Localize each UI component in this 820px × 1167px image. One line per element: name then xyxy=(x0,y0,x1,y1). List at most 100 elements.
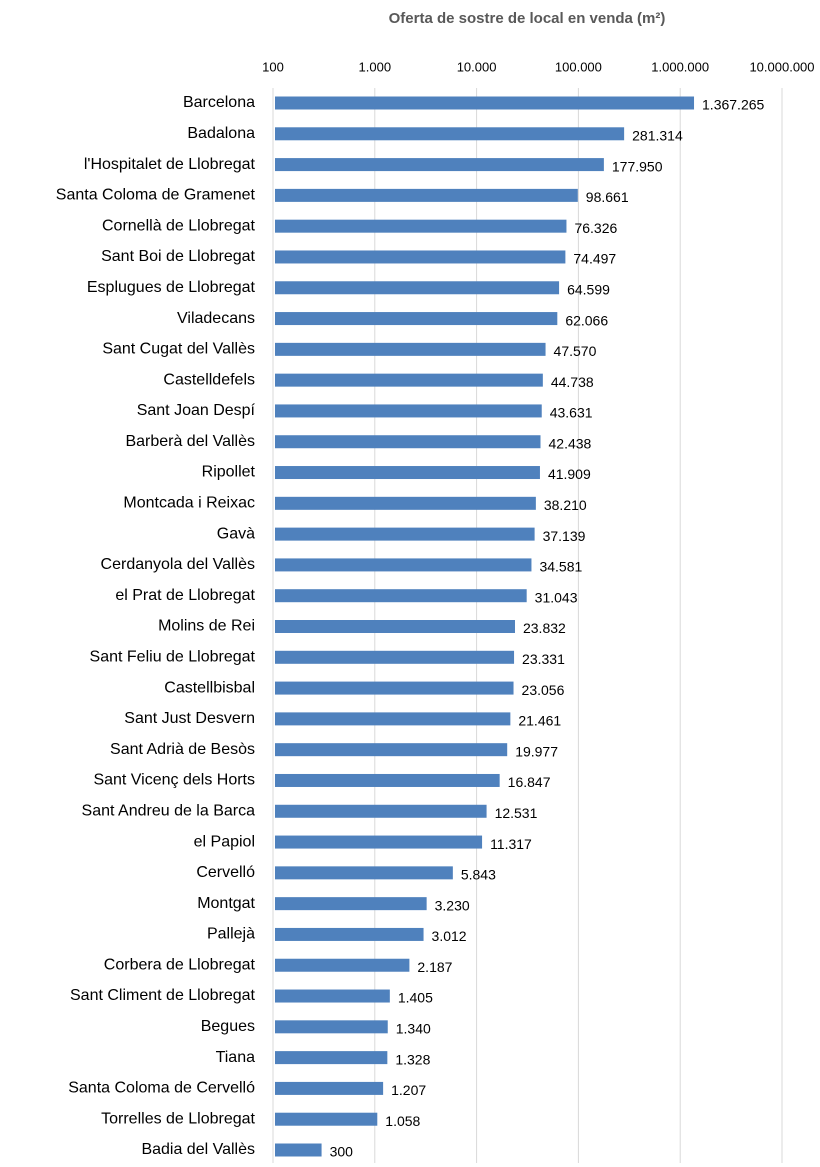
y-tick-label: Torrelles de Llobregat xyxy=(101,1110,255,1127)
bar xyxy=(275,404,542,418)
data-label: 74.497 xyxy=(573,251,616,267)
data-label: 47.570 xyxy=(554,343,597,359)
bar xyxy=(275,466,540,480)
y-tick-label: Barberà del Vallès xyxy=(125,433,255,450)
data-label: 34.581 xyxy=(539,559,582,575)
data-label: 41.909 xyxy=(548,466,591,482)
bar xyxy=(275,558,532,572)
bar xyxy=(275,927,424,941)
bar xyxy=(275,342,546,356)
y-tick-label: Santa Coloma de Gramenet xyxy=(56,187,256,204)
bar xyxy=(275,188,578,202)
x-tick-label: 10.000 xyxy=(457,59,497,74)
bar xyxy=(275,989,390,1003)
bar xyxy=(275,804,487,818)
data-label: 300 xyxy=(330,1144,354,1160)
y-tick-label: Badia del Vallès xyxy=(141,1141,255,1158)
data-label: 281.314 xyxy=(632,127,683,143)
bar xyxy=(275,496,536,510)
y-tick-label: Tiana xyxy=(216,1049,256,1066)
bar xyxy=(275,589,527,603)
y-tick-label: l'Hospitalet de Llobregat xyxy=(84,156,256,173)
data-label: 42.438 xyxy=(549,435,592,451)
bar xyxy=(275,281,560,295)
y-tick-label: Ripollet xyxy=(202,464,256,481)
bar xyxy=(275,250,566,264)
bar xyxy=(275,527,535,541)
bar xyxy=(275,866,453,880)
y-tick-label: Cornellà de Llobregat xyxy=(102,217,256,234)
bar xyxy=(275,158,604,172)
bar xyxy=(275,773,500,787)
y-tick-label: Sant Andreu de la Barca xyxy=(82,802,256,819)
data-label: 23.832 xyxy=(523,620,566,636)
data-label: 1.340 xyxy=(396,1021,431,1037)
x-tick-label: 100.000 xyxy=(555,59,602,74)
x-tick-label: 1.000 xyxy=(359,59,392,74)
data-label: 76.326 xyxy=(574,220,617,236)
data-label: 44.738 xyxy=(551,374,594,390)
data-label: 1.405 xyxy=(398,990,433,1006)
y-tick-label: Sant Feliu de Llobregat xyxy=(90,649,256,666)
y-tick-label: Castelldefels xyxy=(163,371,255,388)
y-tick-label: Montgat xyxy=(197,895,255,912)
data-label: 2.187 xyxy=(417,959,452,975)
bar xyxy=(275,897,427,911)
data-label: 1.207 xyxy=(391,1082,426,1098)
y-tick-label: Badalona xyxy=(187,125,255,142)
data-label: 64.599 xyxy=(567,281,610,297)
data-label: 19.977 xyxy=(515,743,558,759)
y-tick-label: Sant Just Desvern xyxy=(124,710,255,727)
y-tick-label: Santa Coloma de Cervelló xyxy=(68,1080,255,1097)
y-tick-label: Viladecans xyxy=(177,310,255,327)
data-label: 31.043 xyxy=(535,589,578,605)
bar xyxy=(275,743,508,757)
y-tick-label: Sant Adrià de Besòs xyxy=(110,741,255,758)
data-label: 38.210 xyxy=(544,497,587,513)
bar xyxy=(275,127,625,141)
data-label: 62.066 xyxy=(565,312,608,328)
bar xyxy=(275,373,543,387)
y-tick-label: Montcada i Reixac xyxy=(123,495,255,512)
data-label: 5.843 xyxy=(461,867,496,883)
data-label: 37.139 xyxy=(543,528,586,544)
bar xyxy=(275,219,567,233)
data-label: 43.631 xyxy=(550,405,593,421)
y-tick-label: Esplugues de Llobregat xyxy=(87,279,256,296)
bar xyxy=(275,1112,378,1126)
bar xyxy=(275,96,695,110)
x-tick-label: 1.000.000 xyxy=(651,59,709,74)
data-label: 23.056 xyxy=(522,682,565,698)
y-tick-label: Cervelló xyxy=(196,864,255,881)
bar xyxy=(275,620,515,633)
y-tick-label: Molins de Rei xyxy=(158,618,255,635)
data-label: 23.331 xyxy=(522,651,565,667)
bar xyxy=(275,312,558,326)
y-tick-label: Gavà xyxy=(217,525,255,542)
data-label: 16.847 xyxy=(508,774,551,790)
y-tick-label: Barcelona xyxy=(183,94,255,111)
bar xyxy=(275,681,514,695)
x-tick-label: 10.000.000 xyxy=(749,59,814,74)
data-label: 12.531 xyxy=(495,805,538,821)
y-tick-label: Sant Vicenç dels Horts xyxy=(93,772,255,789)
y-tick-label: Pallejà xyxy=(207,926,255,943)
data-label: 1.058 xyxy=(385,1113,420,1129)
bar xyxy=(275,958,410,972)
bar xyxy=(275,435,541,449)
bar xyxy=(275,1143,322,1157)
y-tick-label: Sant Joan Despí xyxy=(137,402,256,419)
bar xyxy=(275,835,483,849)
y-tick-label: el Papiol xyxy=(194,833,255,850)
y-tick-label: Sant Boi de Llobregat xyxy=(101,248,255,265)
y-tick-label: el Prat de Llobregat xyxy=(115,587,255,604)
bar xyxy=(275,712,511,726)
x-tick-label: 100 xyxy=(262,59,284,74)
y-tick-label: Begues xyxy=(201,1018,255,1035)
bar xyxy=(275,1051,388,1065)
y-tick-label: Cerdanyola del Vallès xyxy=(101,556,255,573)
chart-title: Oferta de sostre de local en venda (m²) xyxy=(389,10,666,27)
data-label: 3.012 xyxy=(432,928,467,944)
bar xyxy=(275,1020,388,1034)
